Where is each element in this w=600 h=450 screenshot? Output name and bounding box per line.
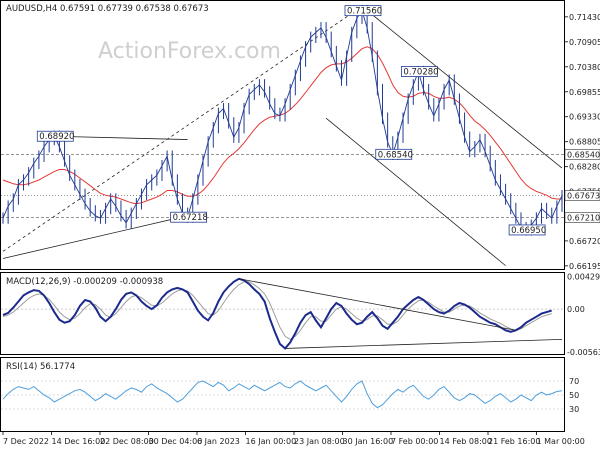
x-tick-label: 14 Feb 08:00 [440,437,492,446]
rising-channel-lower [2,215,188,259]
macd-panel-frame [0,272,565,355]
annotation-label: 0.70280 [403,68,438,78]
symbol-header: AUDUSD,H4 0.67591 0.67739 0.67538 0.6767… [6,4,209,14]
annotation-label: 0.68920 [39,132,74,142]
annotation-box [170,211,208,223]
price-tag-box [564,149,600,160]
price-tag-box [564,212,600,223]
macd-line [2,277,552,350]
annotation-box [36,130,74,142]
x-tick-label: 7 Feb 00:00 [391,437,438,446]
y-tick-label: 0.68280 [569,163,600,172]
y-tick-label: 0.68805 [569,138,600,147]
x-tick-label: 7 Dec 2022 [3,437,49,446]
rsi-panel-frame [0,357,565,432]
macd-y-tick-label: -0.005636 [567,348,600,357]
consolidation-top [54,135,188,140]
annotation-box [344,5,382,17]
x-tick-label: 1 Mar 00:00 [537,437,585,446]
annotation-label: 0.68540 [378,150,413,160]
rising-channel-upper [2,6,363,252]
macd-signal-line [2,281,552,340]
macd-trendline-upper [238,278,516,331]
x-tick-label: 23 Jan 08:00 [294,437,345,446]
macd-panel [1,277,564,350]
axes-group: 0.71430 0.70905 0.70380 0.69855 0.69330 0.688… [2,13,600,446]
rsi-panel [1,380,564,410]
y-tick-label: 0.70905 [569,38,600,47]
x-tick-label: 22 Dec 08:00 [100,437,154,446]
annotation-label: 0.67218 [173,213,208,223]
falling-channel-lower [325,117,506,266]
price-tag-label: 0.67210 [567,214,600,223]
rsi-header: RSI(14) 56.1774 [6,362,75,372]
x-tick-label: 21 Feb 16:00 [488,437,540,446]
y-tick-label: 0.71430 [569,13,600,22]
annotation-box [401,66,438,77]
y-tick-label: 0.70380 [569,63,600,72]
annotation-box [375,148,413,160]
y-tick-label: 0.66195 [569,262,600,271]
price-line [2,9,563,231]
macd-y-tick-label: 0.004299 [567,273,600,282]
price-tag-box [564,190,600,201]
annotation-box [508,224,546,236]
price-panel-frame [0,0,565,270]
x-tick-label: 30 Jan 16:00 [343,437,394,446]
macd-trendline-lower [285,338,563,349]
price-panel: 0.68920 0.67218 0.71560 0.68540 0.70280 0.669… [1,4,564,266]
y-tick-label: 0.69855 [569,88,600,97]
x-tick-label: 16 Jan 00:00 [246,437,297,446]
y-tick-label: 0.69330 [569,113,600,122]
x-tick-label: 30 Dec 04:00 [149,437,203,446]
rsi-y-tick-label: 50 [569,391,579,400]
watermark-text: ActionForex.com [98,39,281,64]
x-tick-label: 14 Dec 16:00 [52,437,106,446]
moving-average-line [2,46,562,205]
macd-y-tick-label: 0.00 [567,305,585,314]
price-tag-label: 0.67673 [567,192,600,201]
rsi-line [2,380,563,409]
y-tick-label: 0.66720 [569,237,600,246]
x-tick-label: 6 Jan 2023 [197,437,240,446]
rsi-y-tick-label: 70 [569,377,579,386]
annotation-label: 0.71560 [347,7,382,17]
macd-header: MACD(12,26,9) -0.000209 -0.000938 [6,277,163,287]
rsi-y-tick-label: 30 [569,405,579,414]
price-tag-label: 0.68540 [567,150,600,159]
falling-channel-upper [361,6,563,169]
annotation-label: 0.66950 [511,226,546,236]
